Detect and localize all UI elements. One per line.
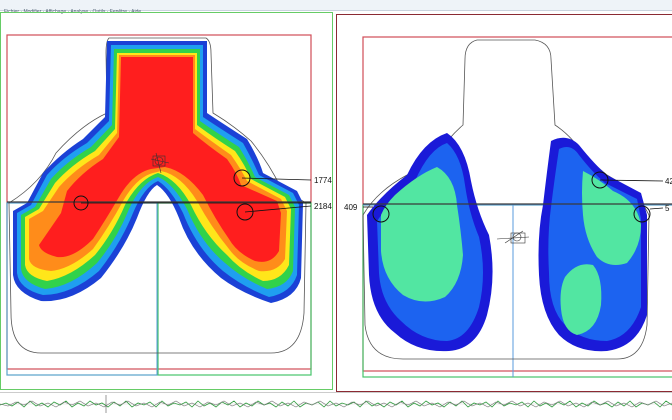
- right-marker-409-label: 409: [344, 203, 358, 212]
- left-pressure-layers: [13, 41, 303, 303]
- right-left-pressure-blob: [367, 133, 493, 352]
- left-sensor-cluster: [150, 152, 170, 174]
- left-body-outline: [8, 37, 307, 354]
- left-marker-2184-circle: [236, 203, 254, 221]
- waveform-strip[interactable]: [0, 392, 672, 415]
- right-pressure-map-panel[interactable]: 409 42 5: [336, 14, 672, 392]
- left-pressure-map: 1774 2184: [6, 34, 332, 376]
- right-marker-5-label: 5: [665, 204, 670, 213]
- left-marker-2184-label: 2184: [314, 202, 332, 211]
- right-marker-5-circle: [633, 205, 651, 223]
- right-right-pressure-blob: [538, 137, 647, 352]
- right-pressure-map: 409 42 5: [344, 36, 672, 378]
- right-marker-42-label: 42: [665, 177, 672, 186]
- right-marker-409-circle: [372, 205, 390, 223]
- right-body-outline: [362, 39, 650, 360]
- left-pressure-map-panel[interactable]: 1774 2184: [0, 12, 333, 390]
- menu-bar[interactable]: Fichier · Modifier · Affichage · Analyse…: [0, 0, 672, 15]
- waveform-plot: [0, 395, 672, 413]
- right-sensor-cluster: [496, 230, 530, 244]
- left-marker-1774-label: 1774: [314, 176, 332, 185]
